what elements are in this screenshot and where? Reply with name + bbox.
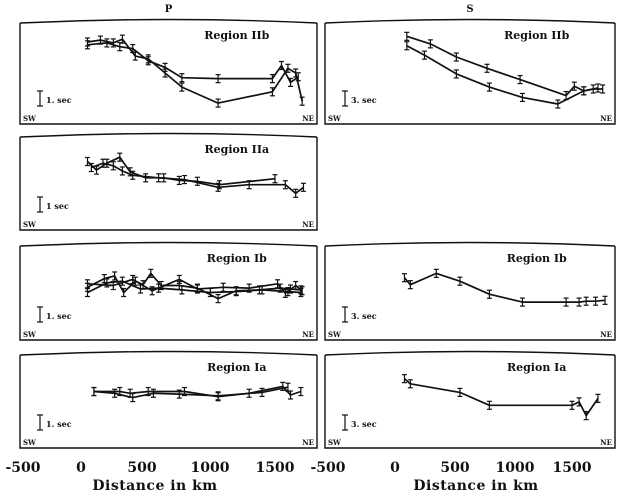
panel-top-edge <box>324 350 616 356</box>
x-tick-label: 0 <box>76 460 86 476</box>
scale-label: 1. sec <box>46 419 72 429</box>
panel-top-edge <box>19 241 318 247</box>
x-tick-label: -500 <box>5 460 40 476</box>
direction-label-sw: SW <box>328 114 341 123</box>
direction-label-ne: NE <box>302 330 314 339</box>
x-tick-label: 1000 <box>191 460 230 476</box>
panel-top-edge <box>19 18 318 24</box>
direction-label-sw: SW <box>23 330 36 339</box>
scale-label: 1 sec <box>46 201 69 211</box>
x-axis-label: Distance in km <box>413 478 538 494</box>
direction-label-sw: SW <box>23 438 36 447</box>
direction-label-ne: NE <box>600 438 612 447</box>
scale-label: 3. sec <box>351 311 377 321</box>
x-axis-label: Distance in km <box>92 478 217 494</box>
x-tick-label: 0 <box>390 460 400 476</box>
scale-label: 3. sec <box>351 95 377 105</box>
x-tick-label: -500 <box>310 460 345 476</box>
series-line <box>87 272 301 300</box>
direction-label-ne: NE <box>302 220 314 229</box>
panel-frame <box>19 137 318 231</box>
series-line <box>91 162 305 195</box>
x-tick-label: 500 <box>127 460 156 476</box>
column-title: S <box>466 4 473 15</box>
scale-label: 1. sec <box>46 311 72 321</box>
region-label: Region Ib <box>207 252 267 265</box>
region-label: Region IIb <box>504 29 569 42</box>
panel-top-edge <box>19 350 318 356</box>
direction-label-sw: SW <box>328 330 341 339</box>
series-line <box>87 42 299 84</box>
x-tick-label: 1500 <box>553 460 592 476</box>
direction-label-sw: SW <box>23 220 36 229</box>
region-label: Region Ib <box>507 252 567 265</box>
x-tick-label: 500 <box>440 460 469 476</box>
direction-label-ne: NE <box>600 330 612 339</box>
x-tick-label: 1500 <box>256 460 295 476</box>
series-line <box>406 35 599 97</box>
x-tick-label: 1000 <box>496 460 535 476</box>
direction-label-ne: NE <box>600 114 612 123</box>
panel-top-edge <box>324 18 616 24</box>
scale-label: 1. sec <box>46 95 72 105</box>
region-label: Region Ia <box>207 361 266 374</box>
direction-label-ne: NE <box>302 114 314 123</box>
series-line <box>403 377 599 417</box>
panel-frame <box>19 246 318 341</box>
panel-top-edge <box>324 241 616 247</box>
panel-frame <box>19 23 318 125</box>
panel-frame <box>19 355 318 449</box>
scale-label: 3. sec <box>351 419 377 429</box>
panel-frame <box>324 246 616 341</box>
region-label: Region Ia <box>507 361 566 374</box>
direction-label-sw: SW <box>23 114 36 123</box>
series-line <box>87 278 303 295</box>
series-line <box>93 386 289 399</box>
region-label: Region IIb <box>204 29 269 42</box>
panel-top-edge <box>19 132 318 138</box>
direction-label-sw: SW <box>328 438 341 447</box>
panel-frame <box>324 355 616 449</box>
direction-label-ne: NE <box>302 438 314 447</box>
region-label: Region IIa <box>205 143 270 156</box>
column-title: P <box>165 4 173 15</box>
panel-frame <box>324 23 616 125</box>
